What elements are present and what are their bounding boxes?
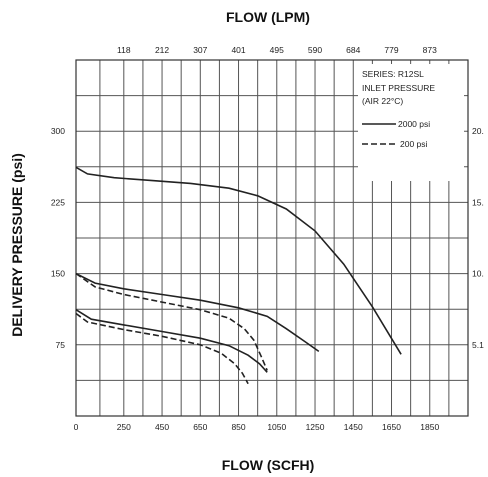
y-tick-labels: 75 150 225 300 xyxy=(51,126,65,350)
y-tick-label: 225 xyxy=(51,197,65,207)
chart-title: FLOW (LPM) xyxy=(226,9,310,25)
y-tick-label: 75 xyxy=(56,340,66,350)
y-axis-label: DELIVERY PRESSURE (psi) xyxy=(9,153,25,337)
legend-box xyxy=(358,64,464,181)
x-tick-label: 850 xyxy=(231,422,245,432)
x-tick-label: 1250 xyxy=(306,422,325,432)
legend-entry-200: 200 psi xyxy=(400,139,428,149)
x-tick-label: 1450 xyxy=(344,422,363,432)
x-tick-label: 1050 xyxy=(267,422,286,432)
top-tick-label: 307 xyxy=(193,45,207,55)
series-line-1 xyxy=(75,166,402,355)
top-tick-labels: 118 212 307 401 495 590 684 779 873 xyxy=(117,45,437,55)
x-tick-label: 0 xyxy=(74,422,79,432)
top-tick-label: 873 xyxy=(423,45,437,55)
legend-line-1: SERIES: R12SL xyxy=(362,69,424,79)
top-tick-label: 118 xyxy=(117,45,131,55)
x-tick-label: 1850 xyxy=(420,422,439,432)
top-tick-label: 401 xyxy=(231,45,245,55)
right-tick-labels: 5.1 10. 15. 20. xyxy=(472,126,484,350)
legend: SERIES: R12SL INLET PRESSURE (AIR 22°C) … xyxy=(358,64,464,181)
x-tick-label: 450 xyxy=(155,422,169,432)
top-tick-label: 590 xyxy=(308,45,322,55)
top-tick-label: 495 xyxy=(270,45,284,55)
legend-entry-2000: 2000 psi xyxy=(398,119,430,129)
x-tick-labels: 0 250 450 650 850 1050 1250 1450 1650 1850 xyxy=(74,422,440,432)
x-tick-label: 1650 xyxy=(382,422,401,432)
right-tick-label: 20. xyxy=(472,126,484,136)
y-tick-label: 300 xyxy=(51,126,65,136)
legend-line-2: INLET PRESSURE xyxy=(362,83,435,93)
x-tick-label: 250 xyxy=(117,422,131,432)
series-line-2 xyxy=(75,272,320,353)
plot-frame xyxy=(75,59,469,417)
series-line-3 xyxy=(75,272,268,371)
right-tick-label: 15. xyxy=(472,197,484,207)
series-line-4 xyxy=(75,309,268,373)
right-tick-label: 10. xyxy=(472,269,484,279)
series-lines xyxy=(75,166,402,385)
x-tick-label: 650 xyxy=(193,422,207,432)
top-tick-label: 212 xyxy=(155,45,169,55)
y-tick-label: 150 xyxy=(51,269,65,279)
top-tick-label: 684 xyxy=(346,45,360,55)
right-tick-label: 5.1 xyxy=(472,340,484,350)
x-axis-label: FLOW (SCFH) xyxy=(222,457,315,473)
top-tick-label: 779 xyxy=(384,45,398,55)
legend-line-3: (AIR 22°C) xyxy=(362,96,403,106)
series-line-5 xyxy=(75,312,249,385)
